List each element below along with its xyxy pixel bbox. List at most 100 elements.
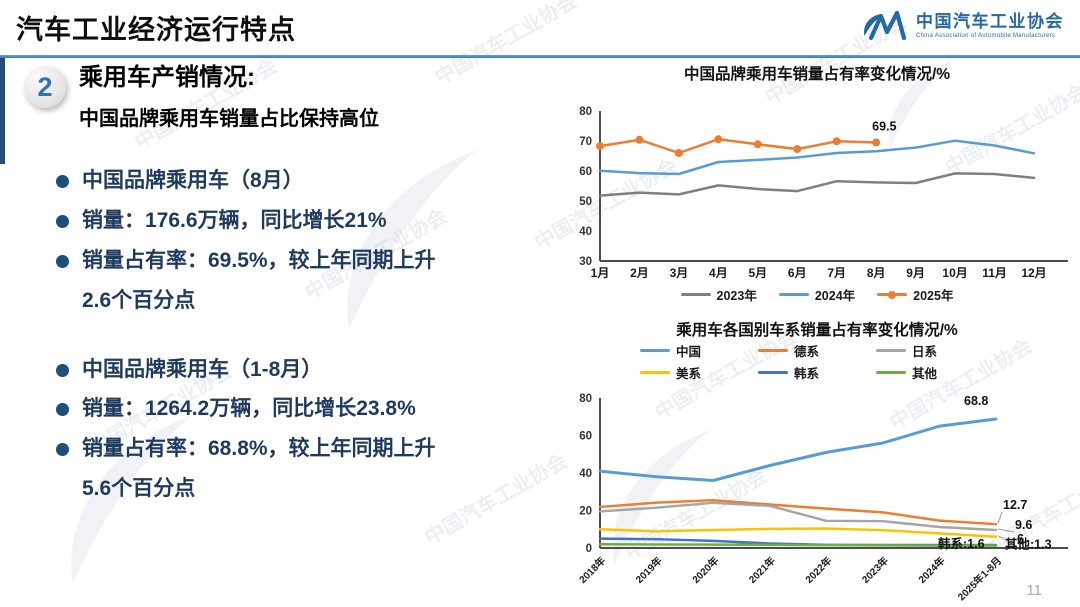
data-label: 6 xyxy=(1017,532,1024,546)
y-tick-label: 70 xyxy=(579,136,592,148)
series-marker xyxy=(793,145,802,154)
bullet-item: 中国品牌乘用车（1-8月） xyxy=(56,357,546,384)
left-accent-bar xyxy=(0,58,5,164)
bullet-text: 销量占有率：68.8%，较上年同期上升 xyxy=(82,437,436,461)
legend-label: 韩系 xyxy=(794,367,820,381)
legend-line-icon xyxy=(640,371,670,374)
x-tick-label: 5月 xyxy=(748,266,767,280)
logo-subname: China Association of Automobile Manufact… xyxy=(916,33,1056,40)
legend-label: 2025年 xyxy=(913,289,954,303)
bullet-dot-icon xyxy=(56,403,69,417)
legend-line-icon xyxy=(680,293,711,296)
series-line-2024年 xyxy=(598,139,1036,176)
series-marker xyxy=(714,135,723,144)
x-tick-label: 2022年 xyxy=(802,554,834,586)
logo-name: 中国汽车工业协会 xyxy=(916,11,1064,31)
legend-label: 2024年 xyxy=(814,289,856,303)
y-tick-label: 50 xyxy=(579,196,592,208)
chart-title: 中国品牌乘用车销量占有率变化情况/% xyxy=(683,66,951,83)
section-header: 2 乘用车产销情况: 中国品牌乘用车销量占比保持高位 xyxy=(24,64,379,131)
section-number: 2 xyxy=(37,71,53,102)
series-marker xyxy=(635,135,644,144)
legend-item: 2023年 xyxy=(680,285,757,304)
legend-line-icon xyxy=(758,349,788,352)
annotation-leader xyxy=(997,528,1015,533)
legend-label: 其他 xyxy=(912,367,938,381)
legend-item: 2024年 xyxy=(778,285,856,304)
legend-line-icon xyxy=(876,349,906,352)
x-tick-label: 3月 xyxy=(670,266,689,280)
x-tick-label: 10月 xyxy=(942,266,967,280)
bullet-continuation: 5.6个百分点 xyxy=(56,476,546,503)
china-brand-share-plot: 30 40 50 60 70 80 1月 2月 3月 4月 5月 6月 7月 8月 9月 10月 11月 12月 6… xyxy=(579,106,1068,280)
legend-label: 2023年 xyxy=(716,289,757,303)
section-subheading: 中国品牌乘用车销量占比保持高位 xyxy=(79,107,379,130)
legend-line-icon xyxy=(640,349,670,352)
bullet-text: 中国品牌乘用车（8月） xyxy=(82,169,304,192)
legend-line-icon xyxy=(758,371,788,374)
annotation-leader xyxy=(997,535,1017,547)
legend-label: 美系 xyxy=(676,367,702,381)
bullet-item: 销量：1264.2万辆，同比增长23.8% xyxy=(56,396,546,423)
series-marker xyxy=(596,142,604,151)
page-title: 汽车工业经济运行特点 xyxy=(16,15,296,45)
y-tick-label: 30 xyxy=(579,256,592,268)
legend-label: 日系 xyxy=(912,345,938,359)
bullet-item: 中国品牌乘用车（8月） xyxy=(56,168,546,195)
bullet-continuation: 2.6个百分点 xyxy=(56,288,546,315)
bullet-dot-icon xyxy=(56,175,69,188)
series-line-日系 xyxy=(598,501,998,532)
caam-logo-icon xyxy=(863,10,907,41)
y-tick-label: 60 xyxy=(579,431,592,443)
country-series-share-chart: 乘用车各国别车系销量占有率变化情况/% 中国 德系 日系 美系 韩系 其他 0 20 40 60… xyxy=(558,318,1076,607)
caam-logo: 中国汽车工业协会 China Association of Automobile… xyxy=(861,9,1064,43)
series-line-美系 xyxy=(598,527,998,538)
legend-label: 中国 xyxy=(676,345,702,359)
data-label: 9.6 xyxy=(1015,518,1032,532)
x-tick-label: 4月 xyxy=(709,266,728,280)
data-label: 69.5 xyxy=(872,120,896,134)
bullet-text: 5.6个百分点 xyxy=(82,477,196,501)
header-divider xyxy=(0,55,1080,58)
section-number-badge: 2 xyxy=(24,66,66,108)
page-number: 11 xyxy=(1026,582,1042,599)
legend-item: 日系 xyxy=(876,341,994,360)
x-tick-label: 11月 xyxy=(982,266,1007,280)
x-tick-label: 2月 xyxy=(630,266,649,280)
section-heading: 乘用车产销情况: xyxy=(79,64,255,91)
bullet-list: 中国品牌乘用车（8月） 销量：176.6万辆，同比增长21% 销量占有率：69.5%… xyxy=(56,168,546,516)
legend-item: 美系 xyxy=(640,363,758,382)
series-marker xyxy=(674,149,683,157)
x-tick-label: 8月 xyxy=(867,266,886,280)
y-tick-label: 60 xyxy=(579,166,592,178)
legend-item: 德系 xyxy=(758,341,876,360)
data-label: 其他:1.3 xyxy=(1005,537,1052,552)
annotation-leader xyxy=(997,512,1003,524)
legend-line-icon xyxy=(876,371,906,374)
series-line-德系 xyxy=(598,498,998,526)
y-tick-label: 20 xyxy=(579,506,592,518)
x-tick-label: 6月 xyxy=(788,266,807,280)
bullet-dot-icon xyxy=(56,363,69,377)
chart-legend: 中国 德系 日系美系 韩系 其他 xyxy=(558,341,1076,382)
legend-item: 中国 xyxy=(640,341,758,360)
x-tick-label: 12月 xyxy=(1021,266,1046,280)
series-marker xyxy=(872,138,881,147)
legend-line-icon xyxy=(877,290,908,299)
x-tick-label: 2019年 xyxy=(633,554,665,586)
y-tick-label: 80 xyxy=(579,393,592,405)
bullet-text: 销量占有率：69.5%，较上年同期上升 xyxy=(82,248,436,272)
bullet-dot-icon xyxy=(56,214,69,228)
x-tick-label: 2025年1-8月 xyxy=(955,554,1004,603)
x-tick-label: 2020年 xyxy=(689,554,721,586)
legend-marker-icon xyxy=(888,290,897,299)
data-label: 韩系:1.6 xyxy=(938,536,985,551)
x-tick-label: 7月 xyxy=(827,266,846,280)
legend-label: 德系 xyxy=(794,345,820,359)
x-tick-label: 2018年 xyxy=(576,554,608,586)
x-tick-label: 2023年 xyxy=(859,554,891,586)
bullet-item: 销量占有率：69.5%，较上年同期上升 xyxy=(56,248,546,275)
chart-title: 乘用车各国别车系销量占有率变化情况/% xyxy=(676,322,958,339)
bullet-dot-icon xyxy=(56,443,69,457)
